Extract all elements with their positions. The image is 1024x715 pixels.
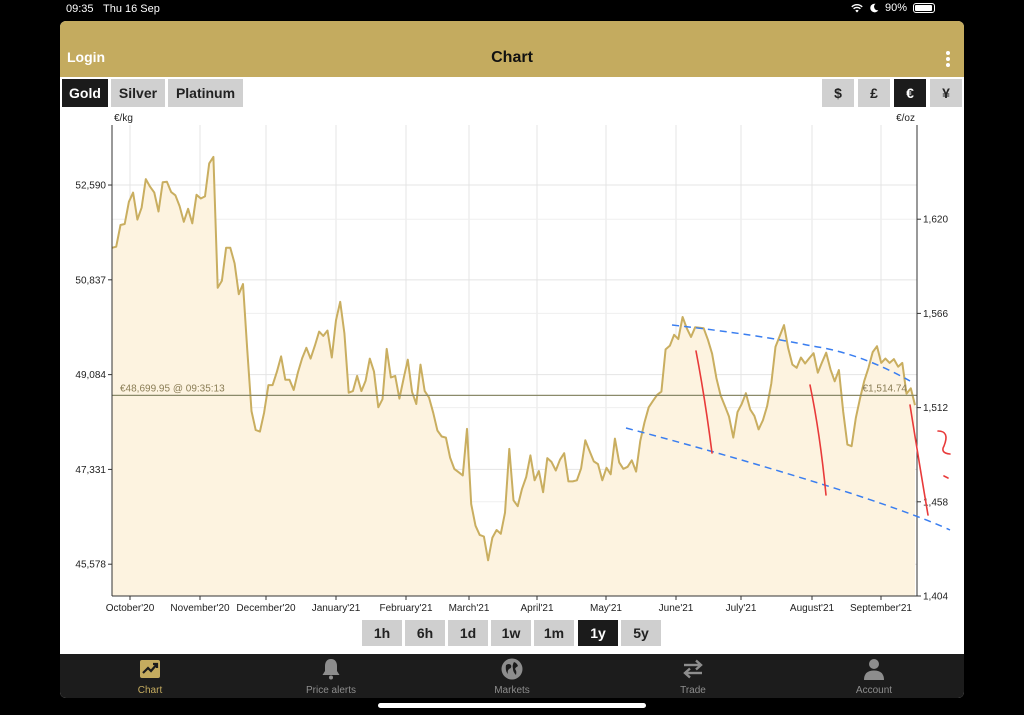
- status-bar: 09:35 Thu 16 Sep 90%: [0, 0, 1024, 18]
- bell-icon: [322, 659, 340, 680]
- metal-button-silver[interactable]: Silver: [111, 79, 165, 107]
- status-time: 09:35: [66, 3, 94, 15]
- month-label: January'21: [312, 603, 361, 613]
- tab-price-alerts-label: Price alerts: [305, 685, 356, 696]
- range-button-1d[interactable]: 1d: [448, 620, 488, 646]
- range-button-1m[interactable]: 1m: [534, 620, 574, 646]
- month-label: November'20: [170, 603, 230, 613]
- login-button[interactable]: Login: [67, 49, 106, 65]
- range-button-1y[interactable]: 1y: [578, 620, 618, 646]
- series-line: [111, 155, 916, 562]
- month-label: August'21: [790, 603, 835, 613]
- page-title: Chart: [491, 49, 533, 66]
- current-price-left-label: €48,699.95 @ 09:35:13: [120, 383, 225, 394]
- wifi-icon: [851, 3, 863, 13]
- navigation-bar: Login Chart: [60, 21, 964, 77]
- range-button-1h[interactable]: 1h: [362, 620, 402, 646]
- range-button-5y[interactable]: 5y: [621, 620, 661, 646]
- right-tick-label: 1,566: [923, 309, 948, 320]
- tab-bar: Chart Price alerts Markets Trade Account: [60, 654, 964, 698]
- status-right: 90%: [851, 2, 935, 14]
- battery-icon: [913, 3, 935, 13]
- range-button-1w[interactable]: 1w: [491, 620, 531, 646]
- right-tick-label: 1,512: [923, 403, 948, 414]
- tab-chart[interactable]: Chart: [60, 654, 240, 698]
- currency-button-usd[interactable]: $: [822, 79, 854, 107]
- annotation-red-stroke: [943, 475, 949, 479]
- right-tick-label: 1,620: [923, 215, 948, 226]
- right-tick-label: 1,404: [923, 592, 948, 603]
- left-tick-label: 49,084: [75, 370, 106, 381]
- right-tick-label: 1,458: [923, 497, 948, 508]
- annotation-red-stroke: [695, 350, 713, 454]
- month-label: May'21: [590, 603, 622, 613]
- series-area-fill: [112, 156, 915, 596]
- left-tick-label: 50,837: [75, 275, 106, 286]
- annotation-red-stroke: [937, 430, 951, 455]
- tab-markets-label: Markets: [494, 685, 530, 696]
- tab-trade[interactable]: Trade: [603, 654, 783, 698]
- currency-button-eur[interactable]: €: [894, 79, 926, 107]
- status-date: Thu 16 Sep: [103, 3, 160, 15]
- annotation-blue-dashed-line: [671, 324, 911, 382]
- chart-icon: [140, 660, 160, 678]
- month-label: October'20: [106, 603, 155, 613]
- month-label: July'21: [726, 603, 757, 613]
- tab-account-label: Account: [855, 685, 893, 696]
- battery-percent: 90%: [884, 2, 907, 14]
- month-label: September'21: [850, 603, 912, 613]
- month-label: April'21: [520, 603, 553, 613]
- current-price-right-label: €1,514.74: [863, 383, 908, 394]
- currency-button-gbp[interactable]: £: [858, 79, 890, 107]
- price-chart[interactable]: €48,699.95 @ 09:35:13 €1,514.74 €/kg €/oz 45…: [60, 113, 964, 614]
- moon-icon: [870, 3, 879, 13]
- tab-markets[interactable]: Markets: [422, 654, 602, 698]
- tab-chart-label: Chart: [137, 685, 163, 696]
- annotation-red-stroke: [809, 384, 827, 496]
- left-tick-label: 47,331: [75, 465, 106, 476]
- month-label: February'21: [379, 603, 432, 613]
- left-axis-unit: €/kg: [114, 113, 133, 124]
- currency-button-jpy[interactable]: ¥: [930, 79, 962, 107]
- tab-price-alerts[interactable]: Price alerts: [241, 654, 421, 698]
- price-chart-svg[interactable]: €48,699.95 @ 09:35:13 €1,514.74 €/kg €/oz 45…: [60, 113, 964, 614]
- app-window: Login Chart Gold Silver Platinum $ £ € ¥…: [60, 21, 964, 698]
- tab-account[interactable]: Account: [784, 654, 964, 698]
- more-options-icon[interactable]: [946, 51, 950, 67]
- annotation-blue-dashed-line: [625, 427, 951, 531]
- person-icon: [864, 659, 884, 680]
- range-button-6h[interactable]: 6h: [405, 620, 445, 646]
- swap-icon: [683, 659, 703, 679]
- right-axis-unit: €/oz: [896, 113, 915, 124]
- month-label: June'21: [659, 603, 694, 613]
- metal-button-platinum[interactable]: Platinum: [168, 79, 243, 107]
- month-label: December'20: [236, 603, 296, 613]
- metal-button-gold[interactable]: Gold: [62, 79, 108, 107]
- month-label: March'21: [449, 603, 490, 613]
- globe-icon: [501, 658, 523, 680]
- left-tick-label: 45,578: [75, 560, 106, 571]
- tab-trade-label: Trade: [680, 685, 706, 696]
- home-indicator[interactable]: [378, 703, 646, 708]
- annotation-red-stroke: [909, 404, 929, 516]
- left-tick-label: 52,590: [75, 181, 106, 192]
